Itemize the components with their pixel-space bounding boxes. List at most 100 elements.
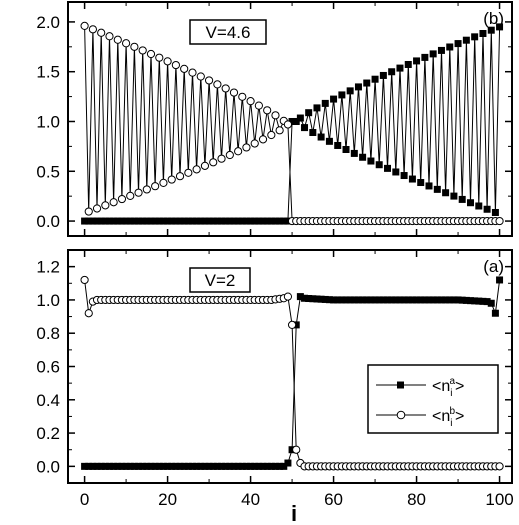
x-tick-label: 40 bbox=[241, 490, 260, 509]
panel-b: 0.0 0.5 1.0 1.5 2.0 V=4.6 (b) bbox=[36, 1, 513, 237]
series-point bbox=[93, 217, 101, 225]
series-point bbox=[135, 217, 143, 225]
series-point bbox=[284, 217, 292, 225]
series-point bbox=[254, 101, 263, 110]
series-point bbox=[421, 296, 429, 304]
series-point bbox=[251, 462, 259, 470]
legend-label: <nia> bbox=[432, 376, 464, 399]
series-point bbox=[234, 217, 242, 225]
x-axis-label: i bbox=[291, 501, 297, 525]
series-point bbox=[471, 297, 479, 305]
series-point bbox=[113, 35, 122, 44]
series-point bbox=[305, 109, 313, 117]
series-point bbox=[80, 275, 89, 285]
series-point bbox=[280, 217, 288, 225]
series-point bbox=[238, 462, 246, 470]
series-point bbox=[176, 462, 184, 470]
series-point bbox=[367, 157, 375, 165]
series-point bbox=[85, 217, 93, 225]
series-point bbox=[408, 175, 416, 183]
series-point bbox=[81, 462, 89, 470]
series-point bbox=[146, 49, 156, 59]
series-point bbox=[354, 83, 362, 91]
legend-box bbox=[367, 364, 499, 434]
series-point bbox=[201, 217, 209, 225]
legend-marker bbox=[396, 410, 406, 420]
series-point bbox=[384, 296, 392, 304]
series-point bbox=[288, 446, 296, 454]
series-point bbox=[184, 217, 192, 225]
series-point bbox=[325, 137, 333, 145]
series-point bbox=[309, 295, 317, 303]
series-point bbox=[193, 217, 201, 225]
y-tick-label: 0.4 bbox=[36, 391, 60, 410]
series-point bbox=[292, 445, 301, 454]
series-point bbox=[204, 76, 214, 85]
series-point bbox=[250, 139, 259, 148]
series-point bbox=[155, 217, 163, 225]
series-point bbox=[454, 296, 462, 304]
series-point bbox=[375, 296, 383, 304]
series-point bbox=[222, 217, 230, 225]
series-point bbox=[180, 462, 188, 470]
series-point bbox=[396, 296, 404, 304]
series-point bbox=[429, 296, 437, 304]
series-point bbox=[93, 462, 101, 470]
series-point bbox=[388, 68, 396, 76]
series-point bbox=[155, 462, 163, 470]
series-point bbox=[188, 217, 196, 225]
series-point bbox=[400, 172, 408, 180]
series-point bbox=[433, 185, 441, 193]
series-point bbox=[164, 462, 172, 470]
series-point bbox=[400, 296, 408, 304]
series-point bbox=[101, 217, 109, 225]
series-point bbox=[259, 462, 267, 470]
y-tick-label: 2.0 bbox=[36, 13, 60, 32]
annotation-text: V=2 bbox=[205, 271, 236, 290]
series-point bbox=[175, 172, 185, 181]
series-point bbox=[188, 462, 196, 470]
series-point bbox=[425, 182, 433, 190]
series-point bbox=[188, 68, 197, 77]
shared-x-axis: 0 20 40 60 80 100 bbox=[80, 490, 514, 509]
series-point bbox=[81, 217, 89, 225]
series-point bbox=[346, 296, 354, 304]
series-point bbox=[226, 217, 234, 225]
series-point bbox=[121, 39, 131, 48]
series-point bbox=[309, 128, 317, 136]
series-point bbox=[209, 462, 217, 470]
series-point bbox=[338, 91, 346, 99]
series-point bbox=[375, 161, 383, 169]
panel-tag: (b) bbox=[483, 9, 504, 28]
series-point bbox=[151, 462, 159, 470]
series-point bbox=[467, 199, 475, 207]
series-point bbox=[475, 297, 483, 305]
series-point bbox=[450, 192, 458, 200]
series-point bbox=[379, 71, 387, 79]
series-point bbox=[479, 29, 487, 37]
legend-label: <nib> bbox=[432, 406, 464, 429]
series-point bbox=[458, 296, 466, 304]
series-point bbox=[271, 217, 279, 225]
series-point bbox=[114, 217, 122, 225]
series-point bbox=[230, 462, 238, 470]
series-point bbox=[283, 292, 293, 301]
series-point bbox=[229, 88, 239, 97]
series-point bbox=[321, 295, 329, 303]
series-point bbox=[338, 296, 346, 304]
series-point bbox=[413, 57, 421, 65]
series-point bbox=[97, 28, 106, 37]
series-point bbox=[359, 153, 367, 161]
series-point bbox=[118, 217, 126, 225]
series-point bbox=[276, 462, 284, 470]
series-point bbox=[404, 60, 412, 68]
series-point bbox=[346, 87, 354, 95]
series-point bbox=[209, 158, 218, 167]
series-point bbox=[138, 46, 147, 55]
series-point bbox=[139, 462, 147, 470]
series-point bbox=[296, 114, 304, 122]
series-point bbox=[437, 296, 445, 304]
series-point bbox=[101, 201, 110, 210]
series-point bbox=[417, 296, 425, 304]
